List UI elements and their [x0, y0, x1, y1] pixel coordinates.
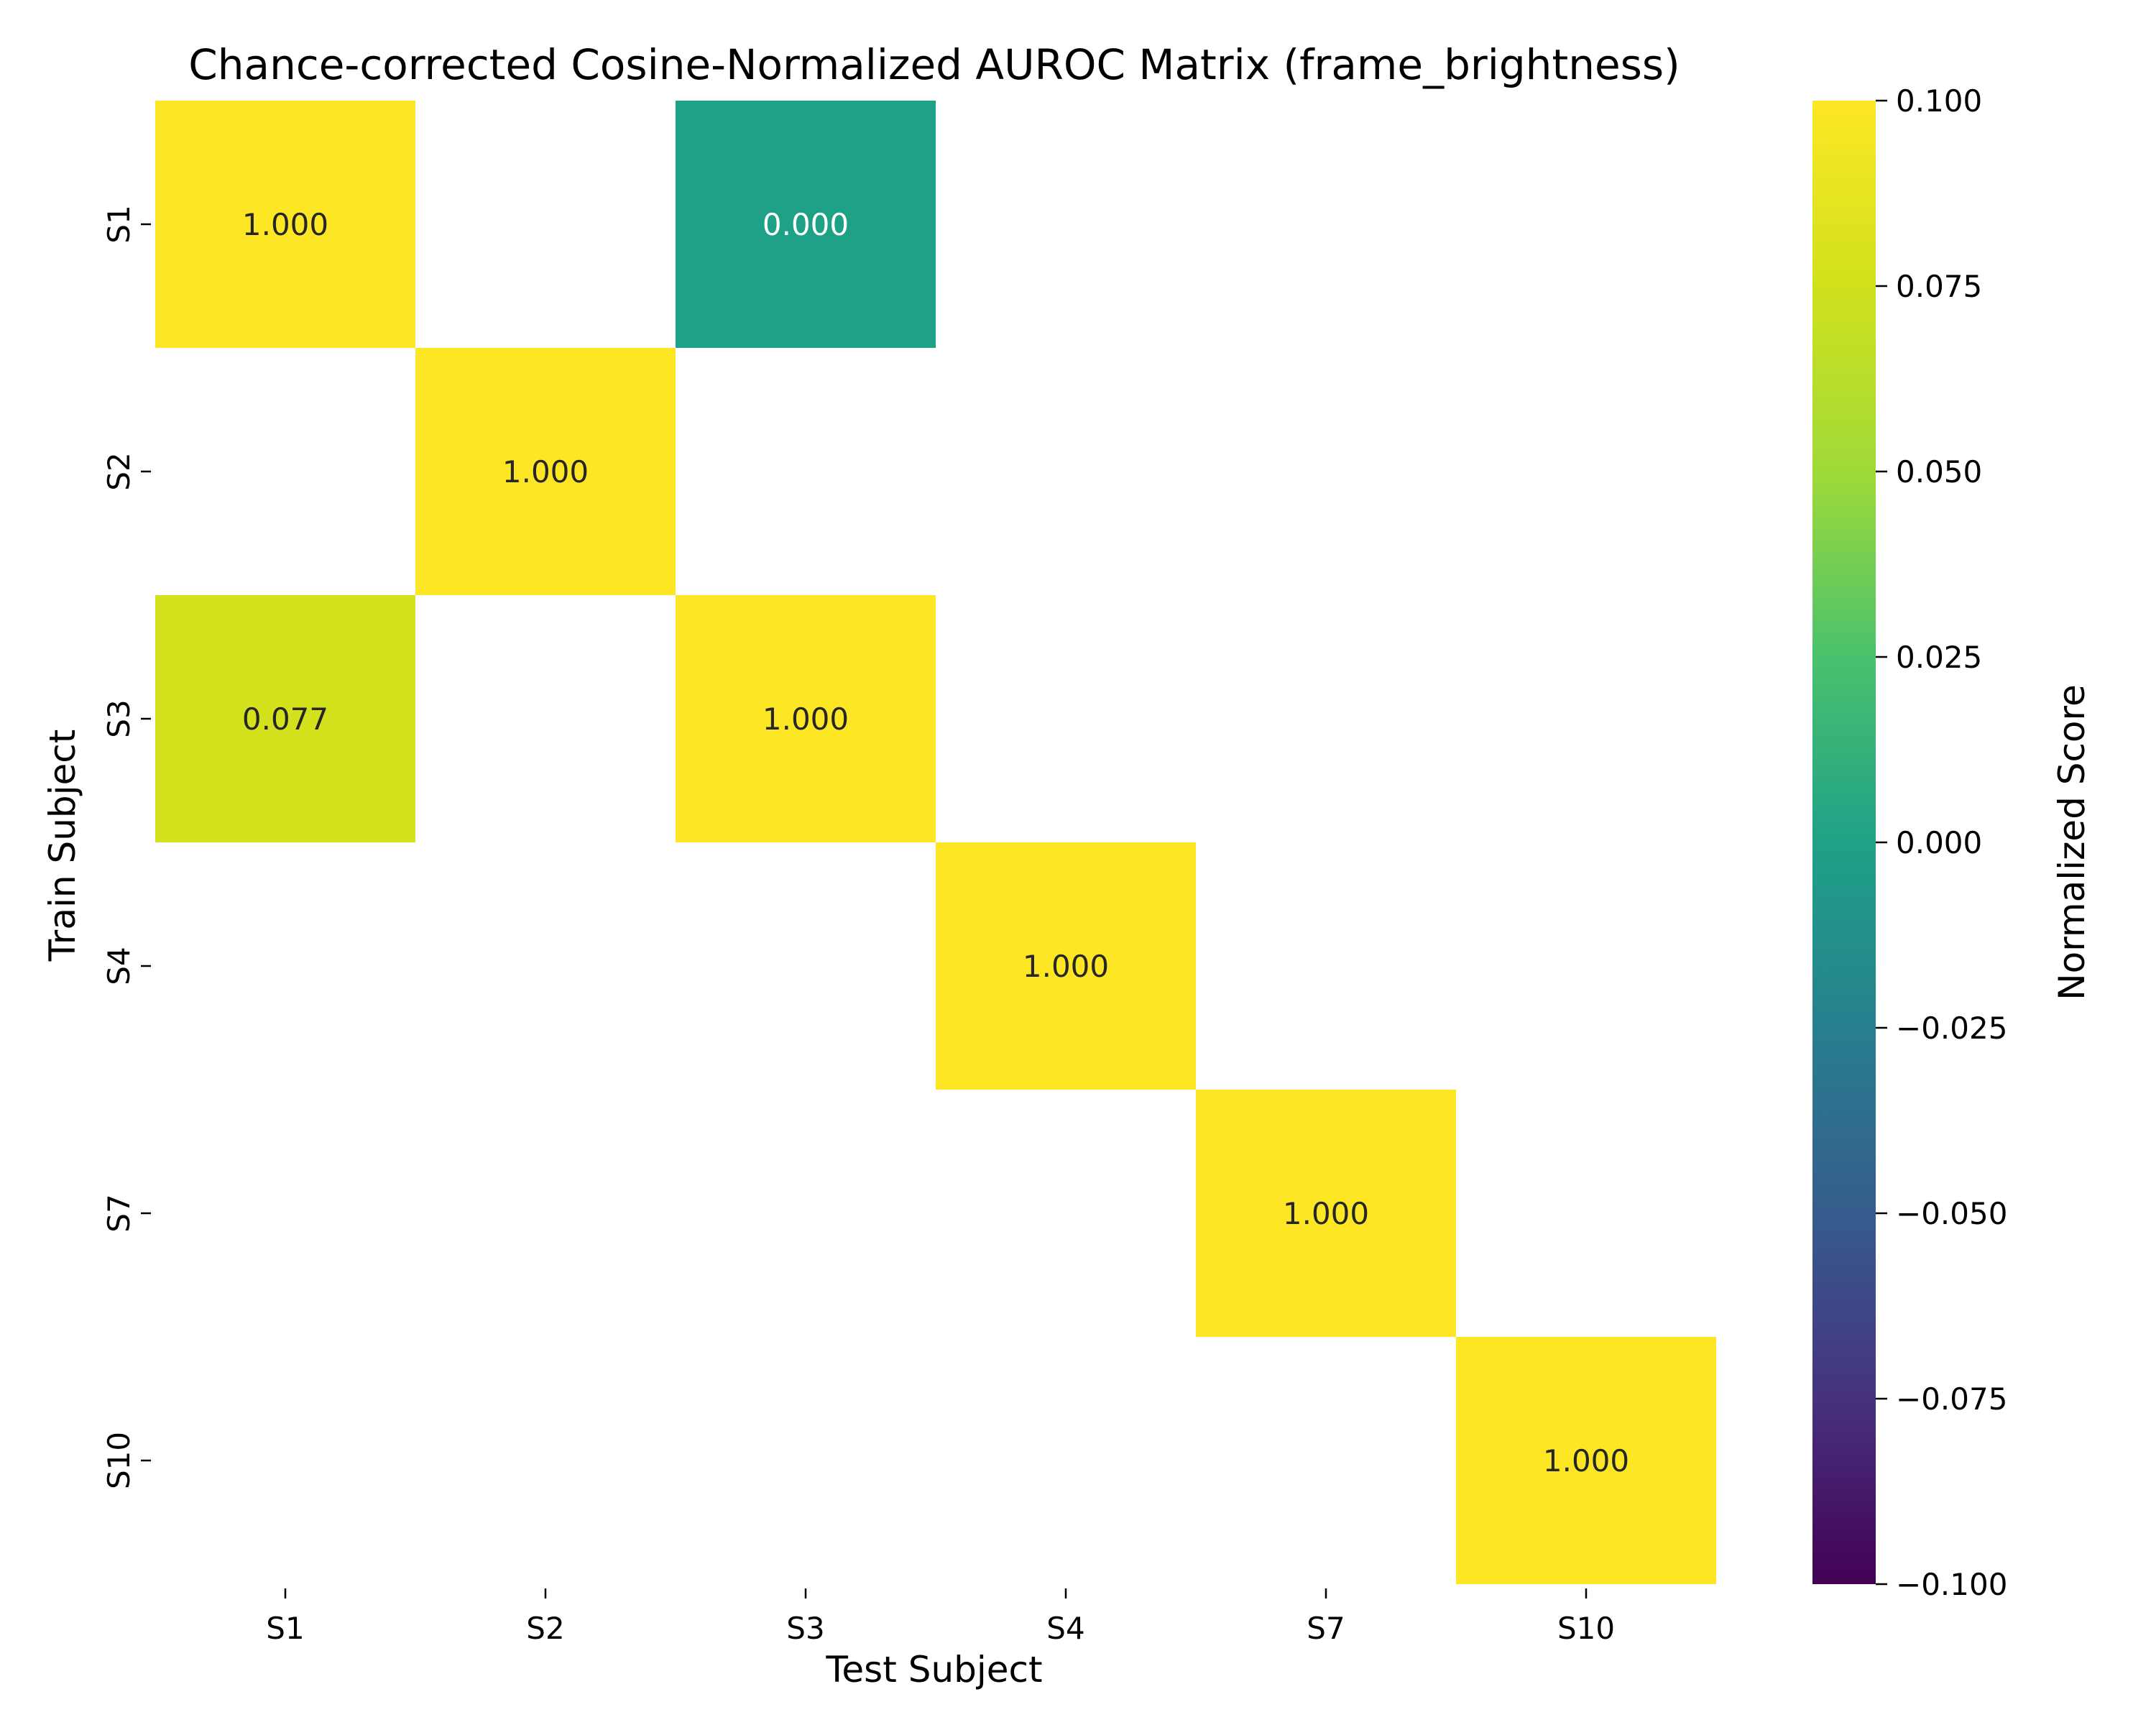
colorbar-tick-label: 0.050 — [1896, 454, 1982, 489]
heatmap-cell-s3-s3 — [676, 595, 936, 842]
y-axis-label: Train Subject — [42, 730, 83, 962]
cell-value-label: 0.000 — [763, 207, 849, 242]
colorbar-tick-label: −0.050 — [1896, 1196, 2007, 1231]
heatmap-cell-s1-s3 — [676, 101, 936, 348]
heatmap-cell-s4-s4 — [936, 842, 1196, 1090]
x-tick-label: S10 — [1557, 1611, 1615, 1646]
heatmap-cell-s3-s1 — [155, 595, 415, 842]
colorbar-label: Normalized Score — [2051, 684, 2093, 1000]
colorbar-tick-label: −0.025 — [1896, 1011, 2007, 1046]
x-tick-label: S2 — [526, 1611, 564, 1646]
cell-value-label: 1.000 — [1543, 1443, 1629, 1478]
colorbar-tick-label: 0.025 — [1896, 640, 1982, 675]
heatmap-cell-s2-s2 — [415, 348, 676, 595]
y-tick-label: S3 — [101, 699, 137, 737]
cell-value-label: 1.000 — [502, 454, 589, 489]
y-axis-ticks: S1 S2 S3 S4 S7 S10 — [101, 205, 151, 1489]
y-tick-label: S10 — [101, 1432, 137, 1489]
colorbar-tick-label: 0.100 — [1896, 83, 1982, 119]
heatmap-cell-s10-s10 — [1456, 1337, 1716, 1584]
cell-value-label: 1.000 — [1283, 1196, 1369, 1231]
colorbar-tick-label: −0.100 — [1896, 1567, 2007, 1602]
heatmap-cell-s7-s7 — [1196, 1090, 1456, 1337]
cell-value-label: 1.000 — [763, 702, 849, 737]
x-tick-label: S4 — [1046, 1611, 1084, 1646]
x-tick-label: S7 — [1307, 1611, 1345, 1646]
y-tick-label: S4 — [101, 947, 137, 985]
cell-value-label: 1.000 — [242, 207, 328, 242]
x-axis-ticks: S1 S2 S3 S4 S7 S10 — [266, 1588, 1615, 1646]
colorbar: 0.100 0.075 0.050 0.025 0.000 −0.025 −0.050 −0.… — [1812, 83, 2093, 1602]
y-tick-label: S2 — [101, 452, 137, 490]
x-tick-label: S1 — [266, 1611, 304, 1646]
chart-title: Chance-corrected Cosine-Normalized AUROC… — [188, 40, 1680, 89]
x-axis-label: Test Subject — [825, 1649, 1042, 1690]
x-tick-label: S3 — [786, 1611, 824, 1646]
colorbar-tick-label: −0.075 — [1896, 1381, 2007, 1417]
cell-value-label: 0.077 — [242, 702, 328, 737]
heatmap-cell-s1-s1 — [155, 101, 415, 348]
y-tick-label: S7 — [101, 1194, 137, 1232]
colorbar-gradient — [1812, 101, 1876, 1584]
colorbar-ticks: 0.100 0.075 0.050 0.025 0.000 −0.025 −0.050 −0.… — [1876, 83, 2007, 1602]
colorbar-tick-label: 0.075 — [1896, 269, 1982, 304]
y-tick-label: S1 — [101, 205, 137, 243]
colorbar-tick-label: 0.000 — [1896, 825, 1982, 860]
heatmap-cells: 1.000 0.000 1.000 0.077 1.000 1.000 1.000 1.000 — [155, 101, 1716, 1584]
cell-value-label: 1.000 — [1023, 949, 1109, 984]
